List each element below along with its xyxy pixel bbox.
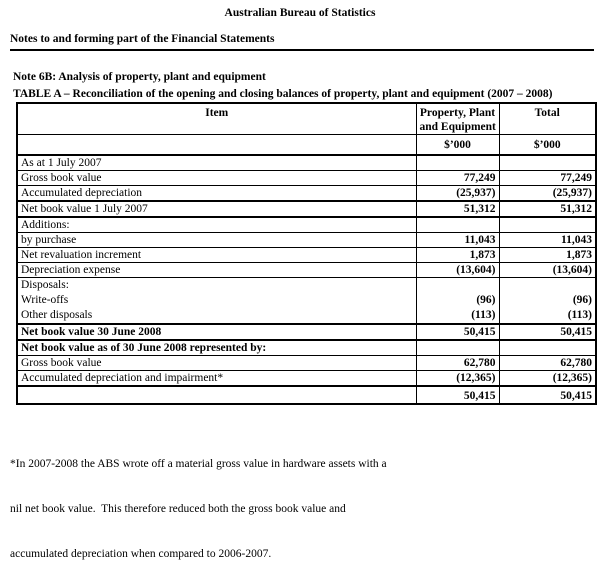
ppe-table-body: As at 1 July 2007 Gross book value 77,249 7… xyxy=(16,154,597,404)
table-row: As at 1 July 2007 xyxy=(16,154,597,171)
ppe-value-cell xyxy=(415,154,500,171)
total-value-cell: 50,415 xyxy=(498,323,597,341)
item-cell: Gross book value xyxy=(16,169,417,186)
item-cell: Depreciation expense xyxy=(16,261,417,278)
total-value-cell: 11,043 xyxy=(498,231,597,248)
table-header-row: Item Property, Plant and Equipment Total xyxy=(16,102,597,135)
table-title: TABLE A – Reconciliation of the opening … xyxy=(13,88,553,100)
ppe-value-cell: 51,312 xyxy=(415,200,500,218)
table-row: Accumulated depreciation and impairment*… xyxy=(16,369,597,387)
item-cell: Accumulated depreciation xyxy=(16,184,417,202)
footnote: *In 2007-2008 the ABS wrote off a materi… xyxy=(10,427,600,577)
item-cell: Net book value as of 30 June 2008 repres… xyxy=(16,339,417,356)
footnote-line: *In 2007-2008 the ABS wrote off a materi… xyxy=(10,457,387,470)
ppe-value-cell: (13,604) xyxy=(415,261,500,278)
item-cell xyxy=(16,385,417,404)
doc-title: Notes to and forming part of the Financi… xyxy=(10,33,594,51)
total-value-cell xyxy=(498,216,597,233)
table-row: Depreciation expense (13,604) (13,604) xyxy=(16,261,597,278)
total-value-cell: (12,365) xyxy=(498,369,597,387)
ppe-value-cell: 11,043 xyxy=(415,231,500,248)
total-value-cell: (25,937) xyxy=(498,184,597,202)
ppe-unit-cell: $’000 xyxy=(415,134,500,156)
total-value-cell: (96) (113) xyxy=(498,276,597,325)
ppe-column-header-line2: and Equipment xyxy=(419,121,496,133)
item-cell: Net revaluation increment xyxy=(16,246,417,263)
ppe-value-cell: 62,780 xyxy=(415,354,500,371)
table-row: Additions: xyxy=(16,216,597,233)
footnote-line: accumulated depreciation when compared t… xyxy=(10,547,272,560)
org-title: Australian Bureau of Statistics xyxy=(224,7,376,19)
ppe-value-cell: (96) (113) xyxy=(415,276,500,325)
table-row: Gross book value 62,780 62,780 xyxy=(16,354,597,371)
item-cell: Accumulated depreciation and impairment* xyxy=(16,369,417,387)
ppe-value-cell xyxy=(415,339,500,356)
ppe-column-header: Property, Plant and Equipment xyxy=(415,102,500,135)
item-cell: Disposals: Write-offs Other disposals xyxy=(16,276,417,325)
table-row: Gross book value 77,249 77,249 xyxy=(16,169,597,186)
document-page: { "page": { "org_title": "Australian Bur… xyxy=(10,7,597,560)
total-value-cell: 1,873 xyxy=(498,246,597,263)
ppe-value-cell: 50,415 xyxy=(415,385,500,404)
total-value-cell: 77,249 xyxy=(498,169,597,186)
table-row: Accumulated depreciation (25,937) (25,937) xyxy=(16,184,597,202)
footnote-line: nil net book value. This therefore reduc… xyxy=(10,502,346,515)
table-row: Net book value 1 July 2007 51,312 51,312 xyxy=(16,200,597,218)
table-row: Disposals: Write-offs Other disposals (96)(… xyxy=(16,276,597,325)
ppe-value-cell: 50,415 xyxy=(415,323,500,341)
table-row: Net revaluation increment 1,873 1,873 xyxy=(16,246,597,263)
item-cell: Net book value 30 June 2008 xyxy=(16,323,417,341)
ppe-value-cell: 1,873 xyxy=(415,246,500,263)
item-cell: Gross book value xyxy=(16,354,417,371)
total-value-cell: 50,415 xyxy=(498,385,597,404)
total-value-cell: (13,604) xyxy=(498,261,597,278)
ppe-value-cell xyxy=(415,216,500,233)
total-value-cell: 62,780 xyxy=(498,354,597,371)
ppe-value-cell: (25,937) xyxy=(415,184,500,202)
item-cell: Net book value 1 July 2007 xyxy=(16,200,417,218)
ppe-value-cell: 77,249 xyxy=(415,169,500,186)
table-unit-row: $’000 $’000 xyxy=(16,134,597,156)
total-unit-cell: $’000 xyxy=(498,134,597,156)
table-row: Net book value as of 30 June 2008 repres… xyxy=(16,339,597,356)
total-value-cell xyxy=(498,339,597,356)
ppe-value-cell: (12,365) xyxy=(415,369,500,387)
item-column-header: Item xyxy=(16,102,417,135)
table-row: Net book value 30 June 2008 50,415 50,415 xyxy=(16,323,597,341)
total-column-header: Total xyxy=(498,102,597,135)
ppe-column-header-line1: Property, Plant xyxy=(419,107,496,119)
note-title: Note 6B: Analysis of property, plant and… xyxy=(13,71,266,83)
table-row: by purchase 11,043 11,043 xyxy=(16,231,597,248)
item-cell: by purchase xyxy=(16,231,417,248)
table-row: 50,415 50,415 xyxy=(16,385,597,404)
total-value-cell: 51,312 xyxy=(498,200,597,218)
total-value-cell xyxy=(498,154,597,171)
item-unit-cell xyxy=(16,134,417,156)
reconciliation-table: Item Property, Plant and Equipment Total… xyxy=(16,102,597,405)
item-cell: As at 1 July 2007 xyxy=(16,154,417,171)
item-cell: Additions: xyxy=(16,216,417,233)
